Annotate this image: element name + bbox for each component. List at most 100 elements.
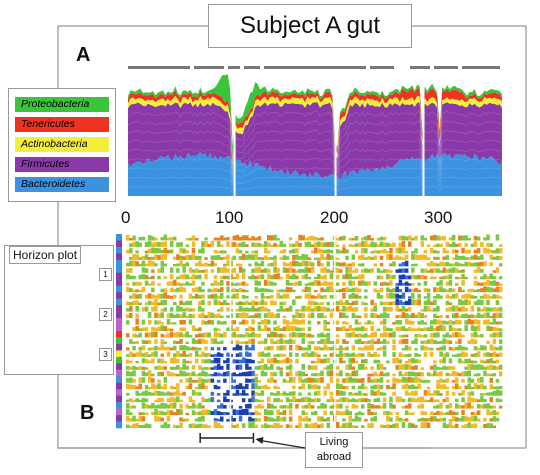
heatmap-cell [273,242,277,247]
heatmap-cell [476,307,481,312]
heatmap-cell [198,274,202,280]
heatmap-cell [354,392,359,396]
heatmap-cell [276,398,280,403]
heatmap-cell [238,359,243,364]
heatmap-cell [489,358,493,364]
heatmap-cell [282,293,287,299]
heatmap-cell [486,286,490,293]
heatmap-cell [213,314,218,319]
heatmap-cell [169,312,174,319]
heatmap-cell [361,237,365,241]
heatmap-cell [423,275,428,280]
heatmap-cell [194,373,199,377]
heatmap-cell [166,391,171,396]
heatmap-cell [241,409,246,415]
heatmap-cell [129,256,133,260]
heatmap-cell [323,344,327,351]
heatmap-cell [464,243,468,247]
heatmap-cell [292,314,296,319]
heatmap-cell [442,379,446,383]
heatmap-cell [173,412,177,416]
heatmap-cell [480,314,484,319]
heatmap-cell [232,276,236,280]
heatmap-cell [147,257,152,260]
heatmap-cell [267,235,271,241]
heatmap-cell [144,340,149,344]
heatmap-cell [169,372,174,377]
heatmap-cell [382,318,387,325]
heatmap-cell [339,269,343,273]
heatmap-cell [232,359,236,364]
heatmap-cell [495,398,500,403]
heatmap-cell [489,392,493,396]
heatmap-cell [379,270,384,273]
heatmap-cell [267,268,271,273]
heatmap-cell [339,357,343,364]
heatmap-cell [207,425,211,428]
heatmap-cell [480,383,484,390]
heatmap-cell [147,300,152,306]
heatmap-cell [464,416,468,422]
heatmap-cell [370,338,374,344]
heatmap-cell [329,376,334,383]
heatmap-cell [317,340,321,344]
heatmap-cell [392,377,396,383]
heatmap-cell [160,237,164,241]
heatmap-cell [392,357,396,364]
heatmap-cell [270,424,274,428]
heatmap-cell [420,372,424,377]
heatmap-cell [458,328,462,331]
heatmap-cell [339,370,343,377]
heatmap-cell [379,363,384,370]
heatmap-cell [194,386,199,390]
heatmap-cell [129,238,133,241]
heatmap-cell [151,287,155,293]
heatmap-cell [279,295,283,299]
heatmap-cell [204,372,208,377]
heatmap-cell [314,306,318,312]
heatmap-cell [201,299,205,306]
heatmap-cell [329,241,334,247]
heatmap-cell [260,424,265,428]
heatmap-cell [320,275,324,280]
row-color-chip [116,285,122,293]
heatmap-cell [263,353,268,357]
heatmap-cell [448,422,453,428]
heatmap-cell [408,275,412,280]
heatmap-cell [194,418,199,422]
heatmap-cell [451,249,456,254]
heatmap-cell [310,365,315,370]
heatmap-cell [238,282,243,286]
heatmap-cell [298,309,302,312]
heatmap-cell [326,399,330,403]
heatmap-cell [411,299,415,306]
heatmap-cell [345,300,349,306]
heatmap-cell [404,334,409,338]
heatmap-cell [445,241,450,247]
heatmap-cell [486,392,490,396]
heatmap-cell [138,399,142,403]
heatmap-cell [486,319,490,325]
heatmap-cell [342,244,346,247]
heatmap-cell [458,373,462,377]
heatmap-cell [392,423,396,428]
heatmap-cell [176,254,180,260]
heatmap-cell [429,320,434,325]
heatmap-cell [326,286,330,293]
heatmap-cell [357,333,362,338]
heatmap-cell [458,243,462,247]
heatmap-cell [267,319,271,325]
heatmap-cell [135,306,139,312]
heatmap-cell [194,238,199,241]
heatmap-cell [292,318,296,325]
heatmap-cell [480,376,484,383]
heatmap-cell [213,372,218,377]
heatmap-cell [357,280,362,286]
heatmap-cell [147,276,152,280]
heatmap-cell [185,300,189,306]
heatmap-cell [135,341,139,344]
heatmap-cell [241,295,246,299]
heatmap-cell [310,244,315,247]
heatmap-cell [138,242,142,247]
heatmap-cell [370,325,374,331]
